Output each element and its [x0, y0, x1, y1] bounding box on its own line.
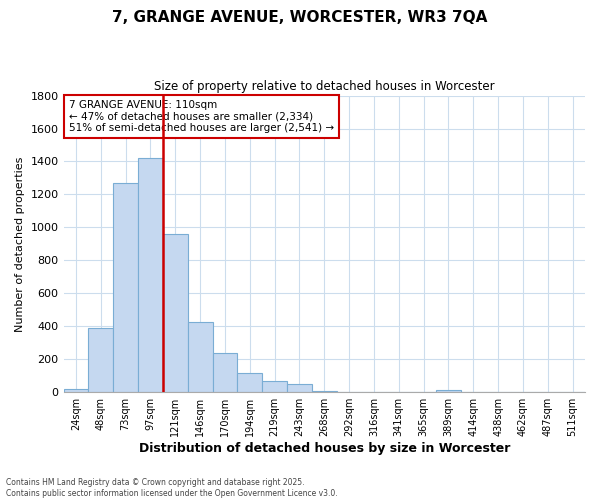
Bar [287, 384, 312, 392]
Bar [436, 390, 461, 392]
Bar [113, 183, 138, 392]
Text: 7 GRANGE AVENUE: 110sqm
← 47% of detached houses are smaller (2,334)
51% of semi: 7 GRANGE AVENUE: 110sqm ← 47% of detache… [69, 100, 334, 133]
Title: Size of property relative to detached houses in Worcester: Size of property relative to detached ho… [154, 80, 494, 93]
X-axis label: Distribution of detached houses by size in Worcester: Distribution of detached houses by size … [139, 442, 510, 455]
Text: Contains HM Land Registry data © Crown copyright and database right 2025.
Contai: Contains HM Land Registry data © Crown c… [6, 478, 338, 498]
Y-axis label: Number of detached properties: Number of detached properties [15, 156, 25, 332]
Bar [262, 380, 287, 392]
Bar [212, 354, 238, 392]
Bar [163, 234, 188, 392]
Bar [88, 328, 113, 392]
Bar [138, 158, 163, 392]
Bar [188, 322, 212, 392]
Bar [238, 374, 262, 392]
Bar [64, 389, 88, 392]
Text: 7, GRANGE AVENUE, WORCESTER, WR3 7QA: 7, GRANGE AVENUE, WORCESTER, WR3 7QA [112, 10, 488, 25]
